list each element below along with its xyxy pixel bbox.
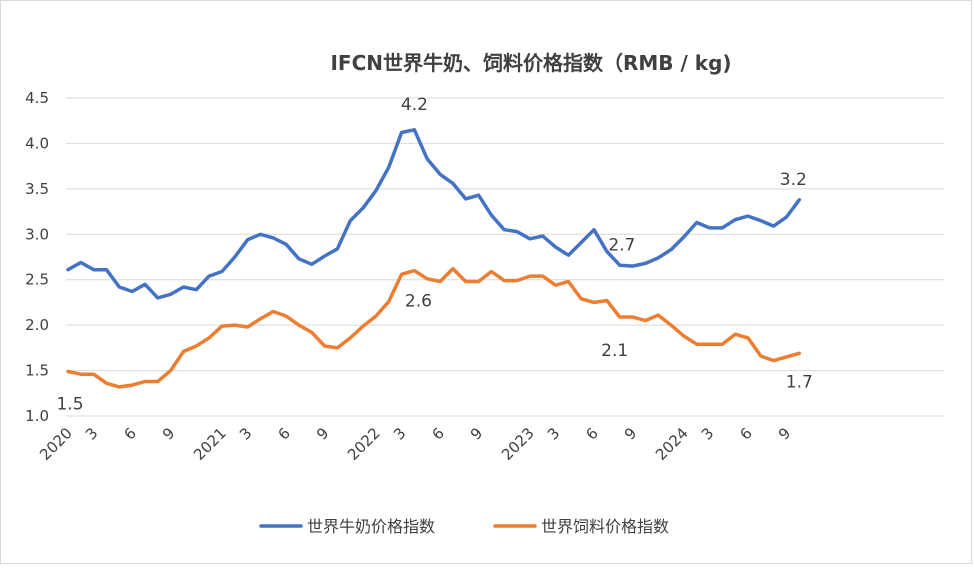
x-tick-label-17: 3 xyxy=(698,424,717,443)
x-tick-label-18: 6 xyxy=(736,424,755,443)
x-tick-label-15: 9 xyxy=(621,424,640,443)
x-tick-label-19: 9 xyxy=(775,424,794,443)
legend: 世界牛奶价格指数 世界饲料价格指数 xyxy=(259,517,669,536)
legend-label-0: 世界牛奶价格指数 xyxy=(307,517,435,536)
x-tick-label-14: 6 xyxy=(582,424,601,443)
x-tick-label-8: 2022 xyxy=(344,424,384,464)
x-tick-label-3: 9 xyxy=(159,424,178,443)
gridlines xyxy=(66,97,944,417)
x-tick-label-10: 6 xyxy=(428,424,447,443)
x-tick-label-0: 2020 xyxy=(36,424,76,464)
y-tick-label-2: 2.0 xyxy=(25,316,49,334)
x-axis-ticks: 2020 3 6 9 2021 3 6 9 2022 3 6 9 2023 3 6 9 2024 3 6 9 xyxy=(36,424,794,464)
data-label-3: 2.7 xyxy=(608,236,635,256)
y-tick-label-7: 4.5 xyxy=(25,89,49,107)
x-tick-label-1: 3 xyxy=(82,424,101,443)
x-tick-label-16: 2024 xyxy=(652,424,692,464)
x-tick-label-2: 6 xyxy=(120,424,139,443)
series-lines xyxy=(66,128,802,389)
legend-label-1: 世界饲料价格指数 xyxy=(541,517,669,536)
data-labels: 1.5 4.2 2.6 2.7 2.1 3.2 1.7 xyxy=(56,95,812,415)
y-tick-label-0: 1.0 xyxy=(25,407,49,425)
data-label-4: 2.1 xyxy=(601,341,628,361)
data-label-1: 4.2 xyxy=(401,95,428,115)
x-tick-label-12: 2023 xyxy=(498,424,538,464)
y-tick-label-6: 4.0 xyxy=(25,134,49,152)
x-tick-label-13: 3 xyxy=(544,424,563,443)
x-tick-label-7: 9 xyxy=(313,424,332,443)
x-tick-label-4: 2021 xyxy=(190,424,230,464)
y-tick-label-1: 1.5 xyxy=(25,362,49,380)
series-line-1 xyxy=(66,267,802,389)
data-label-2: 2.6 xyxy=(405,292,432,312)
y-axis-ticks: 1.0 1.5 2.0 2.5 3.0 3.5 4.0 4.5 xyxy=(25,89,49,425)
data-label-5: 3.2 xyxy=(780,170,807,190)
y-tick-label-5: 3.5 xyxy=(25,180,49,198)
x-tick-label-11: 9 xyxy=(467,424,486,443)
x-tick-label-6: 6 xyxy=(274,424,293,443)
x-tick-label-5: 3 xyxy=(236,424,255,443)
y-tick-label-4: 3.0 xyxy=(25,225,49,243)
data-label-0: 1.5 xyxy=(56,394,83,414)
series-line-0 xyxy=(66,128,802,300)
chart-title: IFCN世界牛奶、饲料价格指数（RMB / kg) xyxy=(330,51,731,75)
data-label-6: 1.7 xyxy=(786,372,813,392)
y-tick-label-3: 2.5 xyxy=(25,271,49,289)
x-tick-label-9: 3 xyxy=(390,424,409,443)
